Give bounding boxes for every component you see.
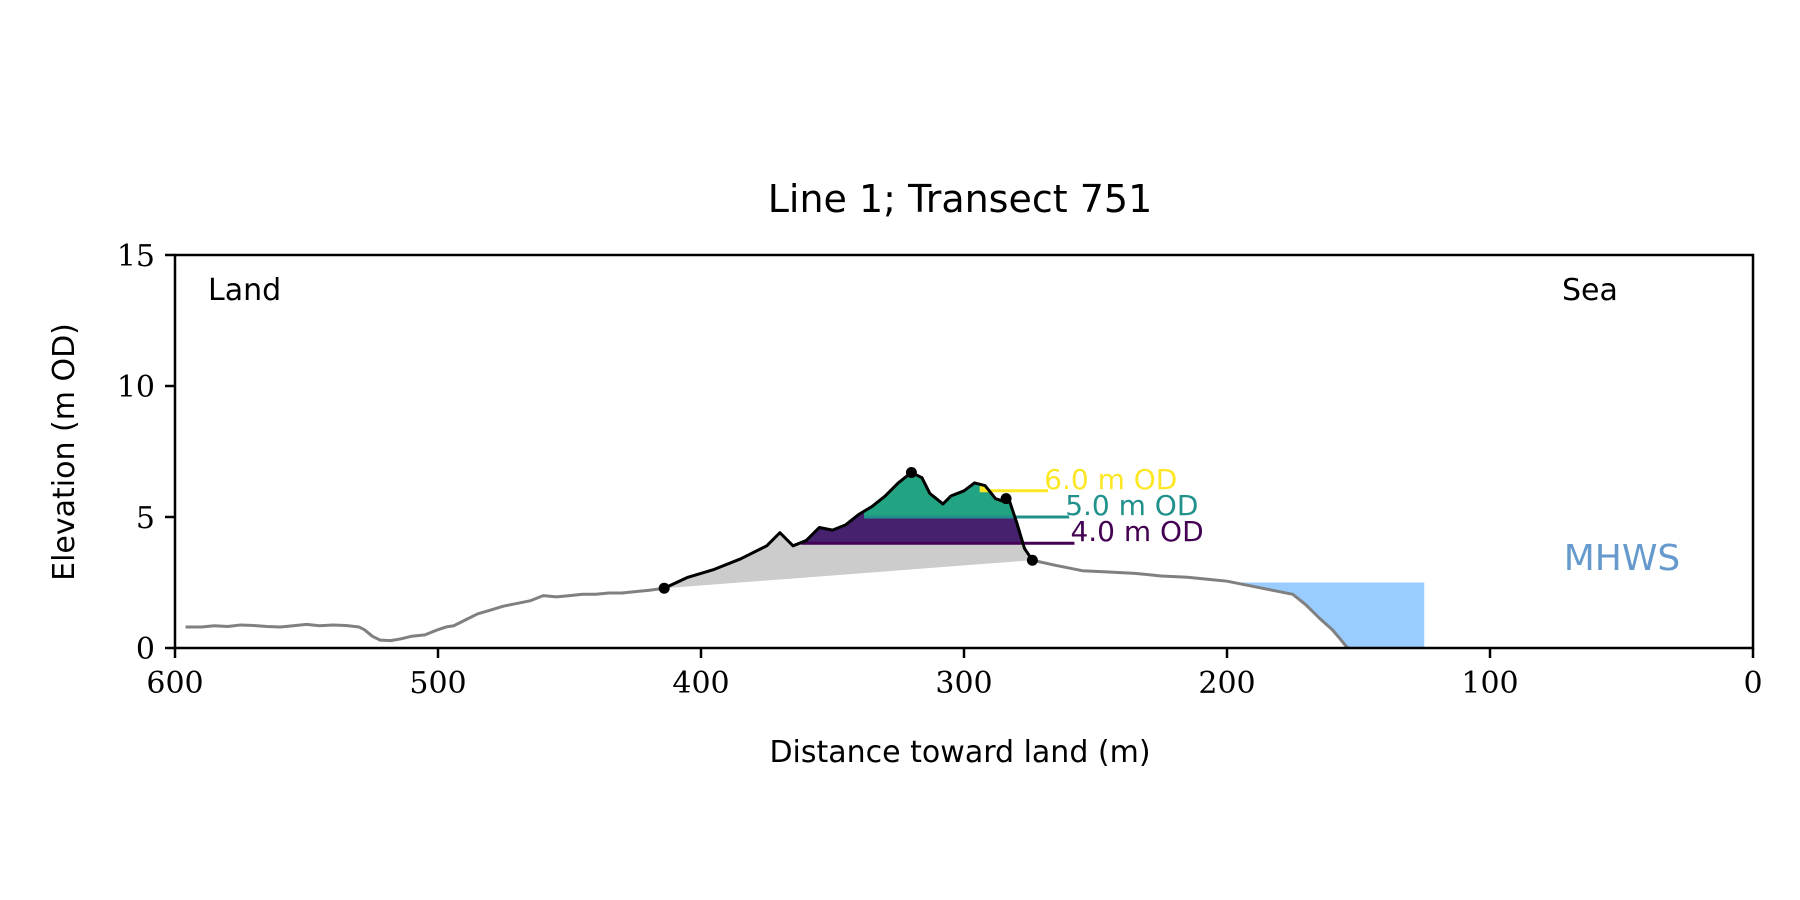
dune-point xyxy=(658,582,670,594)
x-tick-label: 400 xyxy=(672,666,729,701)
dune-point xyxy=(1000,493,1012,505)
plot-frame xyxy=(173,253,1755,650)
land-label: Land xyxy=(208,273,281,308)
x-tick-label: 500 xyxy=(409,666,466,701)
y-tick-label: 15 xyxy=(117,239,155,274)
chart-title: Line 1; Transect 751 xyxy=(768,177,1153,221)
level-label-6: 6.0 m OD xyxy=(1044,463,1177,496)
level-label-4: 4.0 m OD xyxy=(1070,515,1203,548)
y-axis-ticks: 0 5 10 15 xyxy=(117,239,175,667)
dune-profile-line xyxy=(663,470,1034,590)
mhws-water-fill xyxy=(1227,581,1425,648)
level-label-5: 5.0 m OD xyxy=(1065,489,1198,522)
seaward-profile-line xyxy=(1032,558,1350,650)
x-tick-label: 100 xyxy=(1461,666,1518,701)
x-tick-label: 300 xyxy=(935,666,992,701)
landward-profile-line xyxy=(185,586,665,643)
y-tick-label: 5 xyxy=(136,501,155,536)
y-tick-label: 10 xyxy=(117,370,155,405)
x-axis-label: Distance toward land (m) xyxy=(769,735,1150,770)
y-tick-label: 0 xyxy=(136,632,155,667)
dune-point xyxy=(905,466,917,478)
plot-points xyxy=(658,466,1038,594)
mhws-label: MHWS xyxy=(1564,538,1681,579)
x-tick-label: 600 xyxy=(146,666,203,701)
x-tick-label: 200 xyxy=(1198,666,1255,701)
x-axis-ticks: 600 500 400 300 200 100 0 xyxy=(146,648,1763,701)
x-tick-label: 0 xyxy=(1743,666,1762,701)
dune-point xyxy=(1026,554,1038,566)
level-labels: 4.0 m OD5.0 m OD6.0 m OD MHWS xyxy=(1044,463,1680,579)
plot-fills xyxy=(664,472,1425,648)
plot-lines xyxy=(185,470,1350,650)
sea-label: Sea xyxy=(1562,273,1618,308)
y-axis-label: Elevation (m OD) xyxy=(47,323,82,581)
